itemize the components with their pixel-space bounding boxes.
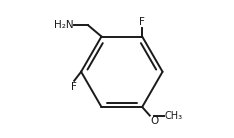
Text: H₂N: H₂N [54, 20, 73, 30]
Text: O: O [150, 116, 158, 126]
Text: CH₃: CH₃ [165, 111, 183, 121]
Text: F: F [71, 82, 77, 92]
Text: F: F [139, 17, 145, 27]
